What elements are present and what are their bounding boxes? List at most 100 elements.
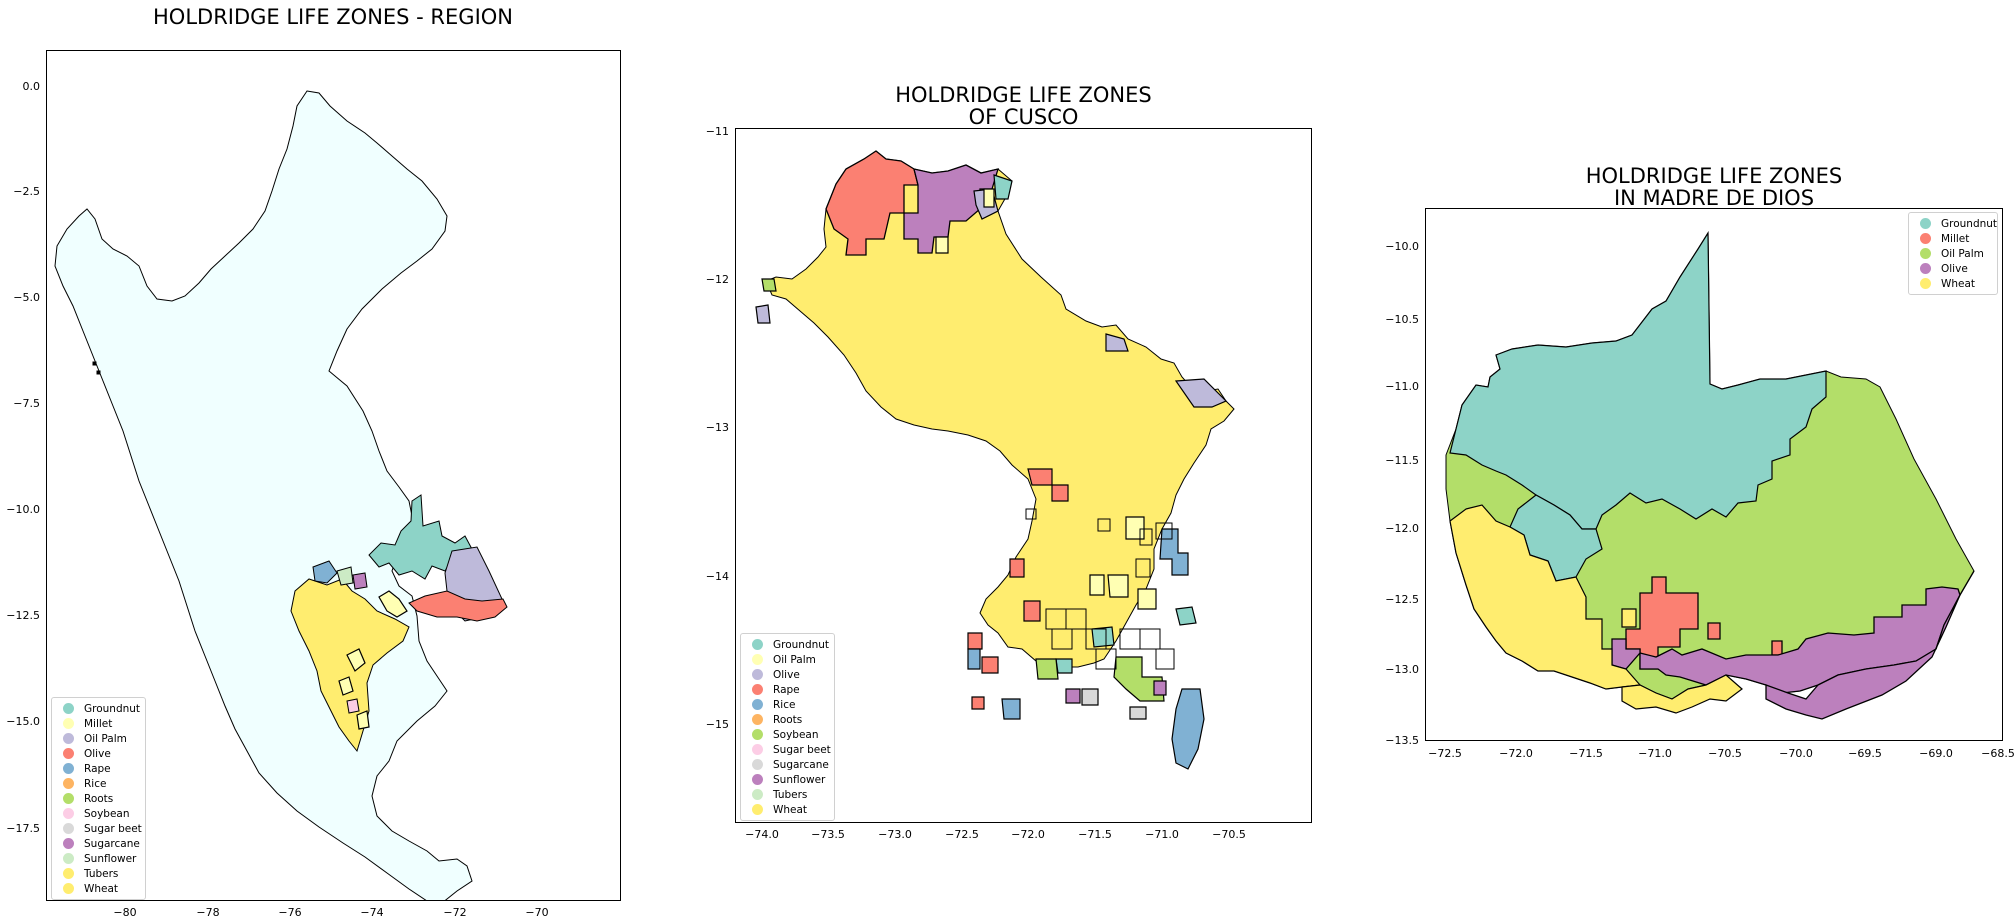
legend-marker	[1920, 278, 1931, 289]
zone-wheat-small	[1621, 608, 1637, 628]
legend-marker	[63, 778, 74, 789]
legend-marker	[752, 639, 763, 650]
madre-y-tick-6: −13.0	[1385, 663, 1419, 676]
zone-sugarcane	[1081, 688, 1147, 720]
legend-item: Sunflower	[746, 772, 828, 787]
legend-item: Groundnut	[1914, 216, 1997, 231]
zone-groundnut	[368, 494, 474, 580]
legend-marker	[63, 748, 74, 759]
zone-grid	[1025, 508, 1175, 670]
legend-item: Wheat	[746, 802, 828, 817]
legend-item: Olive	[57, 746, 139, 761]
region-y-tick-5: −12.5	[6, 609, 40, 622]
madre-map-canvas	[1445, 230, 1975, 720]
legend-marker	[752, 759, 763, 770]
cusco-x-tick-0: −74.0	[745, 828, 779, 841]
island-mark	[92, 361, 101, 375]
cusco-map-canvas	[755, 150, 1235, 770]
legend-marker	[752, 654, 763, 665]
legend-label: Wheat	[1941, 277, 1976, 290]
legend-item: Wheat	[1914, 276, 1991, 291]
zone-rape-small	[967, 468, 1069, 710]
legend-label: Tubers	[773, 788, 808, 801]
legend-item: Sugar beet	[746, 742, 831, 757]
legend-marker	[63, 808, 74, 819]
zone-wheat	[1449, 504, 1642, 690]
legend-item: Olive	[1914, 261, 1991, 276]
cusco-y-tick-2: −13	[705, 421, 729, 434]
zone-soybean	[346, 698, 360, 714]
madre-map-title: HOLDRIDGE LIFE ZONES IN MADRE DE DIOS	[1585, 164, 1843, 210]
zone-rape	[312, 560, 338, 584]
legend-label: Rape	[773, 683, 800, 696]
cusco-y-tick-0: −11	[705, 125, 729, 138]
madre-legend: Groundnut Millet Oil Palm Olive Wheat	[1908, 212, 1998, 295]
zone-groundnut	[993, 174, 1197, 674]
legend-item: Sugar beet	[57, 821, 142, 836]
madre-y-tick-4: −12.0	[1385, 522, 1419, 535]
legend-item: Tubers	[746, 787, 828, 802]
legend-marker	[752, 729, 763, 740]
legend-label: Oil Palm	[773, 653, 816, 666]
legend-marker	[752, 699, 763, 710]
legend-marker	[63, 703, 74, 714]
legend-marker	[63, 823, 74, 834]
legend-item: Millet	[1914, 231, 1991, 246]
legend-item: Soybean	[57, 806, 139, 821]
madre-y-tick-1: −10.5	[1385, 313, 1419, 326]
legend-label: Olive	[1941, 262, 1968, 275]
legend-label: Groundnut	[84, 702, 141, 715]
legend-item: Oil Palm	[57, 731, 139, 746]
cusco-legend: Groundnut Oil Palm Olive Rape Rice Roots…	[740, 633, 835, 821]
legend-label: Rice	[773, 698, 796, 711]
madre-y-tick-5: −12.5	[1385, 593, 1419, 606]
legend-label: Sunflower	[84, 852, 137, 865]
legend-label: Soybean	[84, 807, 130, 820]
legend-marker	[1920, 218, 1931, 229]
region-y-tick-3: −7.5	[13, 397, 40, 410]
legend-label: Soybean	[773, 728, 819, 741]
madre-x-tick-7: −69.0	[1919, 747, 1953, 760]
region-map-canvas	[54, 90, 508, 900]
legend-item: Millet	[57, 716, 139, 731]
region-y-tick-0: 0.0	[22, 80, 41, 93]
legend-marker	[63, 853, 74, 864]
zone-olive	[1611, 586, 1961, 694]
region-map-panel: HOLDRIDGE LIFE ZONES - REGION 0.0 −2.5 −…	[0, 0, 640, 924]
cusco-outline	[765, 150, 1235, 668]
zone-misc-dense	[338, 590, 408, 730]
legend-item: Sugarcane	[57, 836, 140, 851]
zone-sunflower-small	[1065, 680, 1167, 704]
region-x-tick-0: −80	[113, 906, 137, 919]
legend-item: Rape	[57, 761, 139, 776]
legend-item: Soybean	[746, 727, 828, 742]
legend-marker	[63, 733, 74, 744]
cusco-x-tick-3: −72.5	[945, 828, 979, 841]
cusco-y-tick-1: −12	[705, 273, 729, 286]
legend-marker	[63, 793, 74, 804]
legend-marker	[752, 684, 763, 695]
cusco-y-tick-3: −14	[705, 570, 729, 583]
legend-item: Wheat	[57, 881, 139, 896]
cusco-map-title: HOLDRIDGE LIFE ZONES OF CUSCO	[895, 83, 1152, 129]
legend-marker	[752, 714, 763, 725]
legend-label: Millet	[84, 717, 113, 730]
zone-olive	[408, 590, 508, 622]
region-x-tick-2: −76	[278, 906, 302, 919]
legend-label: Roots	[773, 713, 803, 726]
legend-label: Sugar beet	[773, 743, 831, 756]
madre-x-tick-4: −70.5	[1708, 747, 1742, 760]
legend-marker	[1920, 263, 1931, 274]
madre-x-tick-8: −68.5	[1981, 747, 2015, 760]
legend-label: Wheat	[773, 803, 808, 816]
legend-marker	[63, 868, 74, 879]
legend-item: Roots	[746, 712, 828, 727]
zone-sugarcane	[352, 572, 368, 590]
legend-label: Sugarcane	[773, 758, 829, 771]
legend-marker	[752, 669, 763, 680]
zone-wheat	[290, 578, 410, 753]
legend-label: Olive	[84, 747, 111, 760]
legend-item: Sugarcane	[746, 757, 829, 772]
cusco-y-tick-4: −15	[705, 718, 729, 731]
zone-sunflower	[336, 566, 354, 586]
